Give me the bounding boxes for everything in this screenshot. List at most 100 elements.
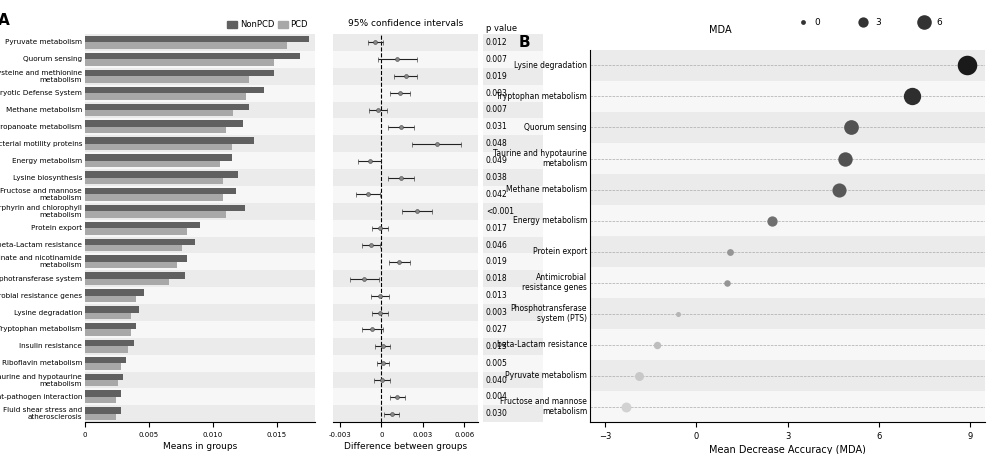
Bar <box>85 390 121 397</box>
Bar <box>483 135 543 152</box>
Point <box>722 248 738 255</box>
Bar <box>483 253 543 270</box>
Bar <box>483 68 543 85</box>
Bar <box>590 267 985 298</box>
Bar <box>85 203 315 220</box>
Bar <box>85 34 315 51</box>
Bar <box>85 118 315 135</box>
Bar <box>85 338 315 355</box>
Bar <box>333 355 478 371</box>
Bar <box>483 220 543 237</box>
Bar <box>483 169 543 186</box>
Bar <box>85 220 315 237</box>
Bar <box>85 68 315 85</box>
Point <box>904 93 920 100</box>
Bar <box>590 112 985 143</box>
Bar <box>85 407 121 414</box>
Bar <box>85 53 300 59</box>
Bar <box>483 85 543 102</box>
Bar <box>483 405 543 422</box>
Bar <box>333 237 478 253</box>
Text: 0.003: 0.003 <box>486 308 508 317</box>
Bar <box>333 253 478 270</box>
Bar <box>85 171 238 178</box>
Bar <box>85 306 139 312</box>
Bar <box>483 237 543 253</box>
Text: 0.046: 0.046 <box>486 241 508 250</box>
Bar <box>85 346 128 353</box>
Point <box>631 372 647 380</box>
Point <box>837 155 853 162</box>
Bar <box>483 389 543 405</box>
Point <box>764 217 780 224</box>
Bar <box>590 205 985 236</box>
Point <box>649 341 665 348</box>
Bar <box>483 405 543 422</box>
X-axis label: Means in groups: Means in groups <box>163 442 237 451</box>
Bar <box>85 245 182 252</box>
Bar <box>85 102 315 118</box>
Bar <box>483 152 543 169</box>
Bar <box>85 355 315 371</box>
Bar <box>85 194 223 201</box>
Point <box>719 279 735 286</box>
Bar <box>483 152 543 169</box>
Text: 0.004: 0.004 <box>486 392 508 401</box>
Bar <box>590 143 985 174</box>
X-axis label: Mean Decrease Accuracy (MDA): Mean Decrease Accuracy (MDA) <box>709 445 866 454</box>
Bar <box>85 222 200 228</box>
Text: 0.027: 0.027 <box>486 325 508 334</box>
Bar <box>85 152 315 169</box>
Bar <box>85 127 226 133</box>
Text: 0.003: 0.003 <box>486 89 508 98</box>
Bar <box>85 304 315 321</box>
Bar <box>483 51 543 68</box>
Bar <box>333 321 478 338</box>
Bar <box>85 144 232 150</box>
Bar <box>85 51 315 68</box>
Bar <box>85 205 245 211</box>
Bar <box>590 174 985 205</box>
Bar <box>590 298 985 329</box>
Bar <box>85 237 315 253</box>
Bar <box>590 81 985 112</box>
Bar <box>483 371 543 389</box>
Text: 0.042: 0.042 <box>486 190 508 199</box>
Bar <box>483 304 543 321</box>
Bar <box>333 68 478 85</box>
Bar <box>333 270 478 287</box>
Bar <box>483 203 543 220</box>
Bar <box>85 397 116 403</box>
Bar <box>483 270 543 287</box>
Bar <box>333 85 478 102</box>
Bar <box>85 70 274 76</box>
Bar <box>333 220 478 237</box>
Bar <box>85 256 187 262</box>
Bar <box>483 51 543 68</box>
Text: p value: p value <box>486 24 517 33</box>
Bar <box>85 239 195 245</box>
Bar <box>85 340 134 346</box>
Bar <box>85 321 315 338</box>
Bar <box>483 371 543 389</box>
Text: 0.007: 0.007 <box>486 55 508 64</box>
Bar <box>85 272 185 279</box>
Bar <box>483 304 543 321</box>
Bar <box>333 371 478 389</box>
Bar <box>85 374 123 380</box>
Point <box>670 310 686 317</box>
Bar <box>483 169 543 186</box>
Bar <box>483 321 543 338</box>
Point <box>855 19 871 26</box>
Bar <box>483 102 543 118</box>
Bar <box>333 135 478 152</box>
Text: 0.013: 0.013 <box>486 291 508 300</box>
Bar <box>333 389 478 405</box>
Bar <box>483 118 543 135</box>
Bar <box>483 135 543 152</box>
Text: 0.017: 0.017 <box>486 224 508 232</box>
Text: 0.007: 0.007 <box>486 105 508 114</box>
Bar <box>85 389 315 405</box>
Bar <box>85 138 254 144</box>
Bar <box>333 102 478 118</box>
